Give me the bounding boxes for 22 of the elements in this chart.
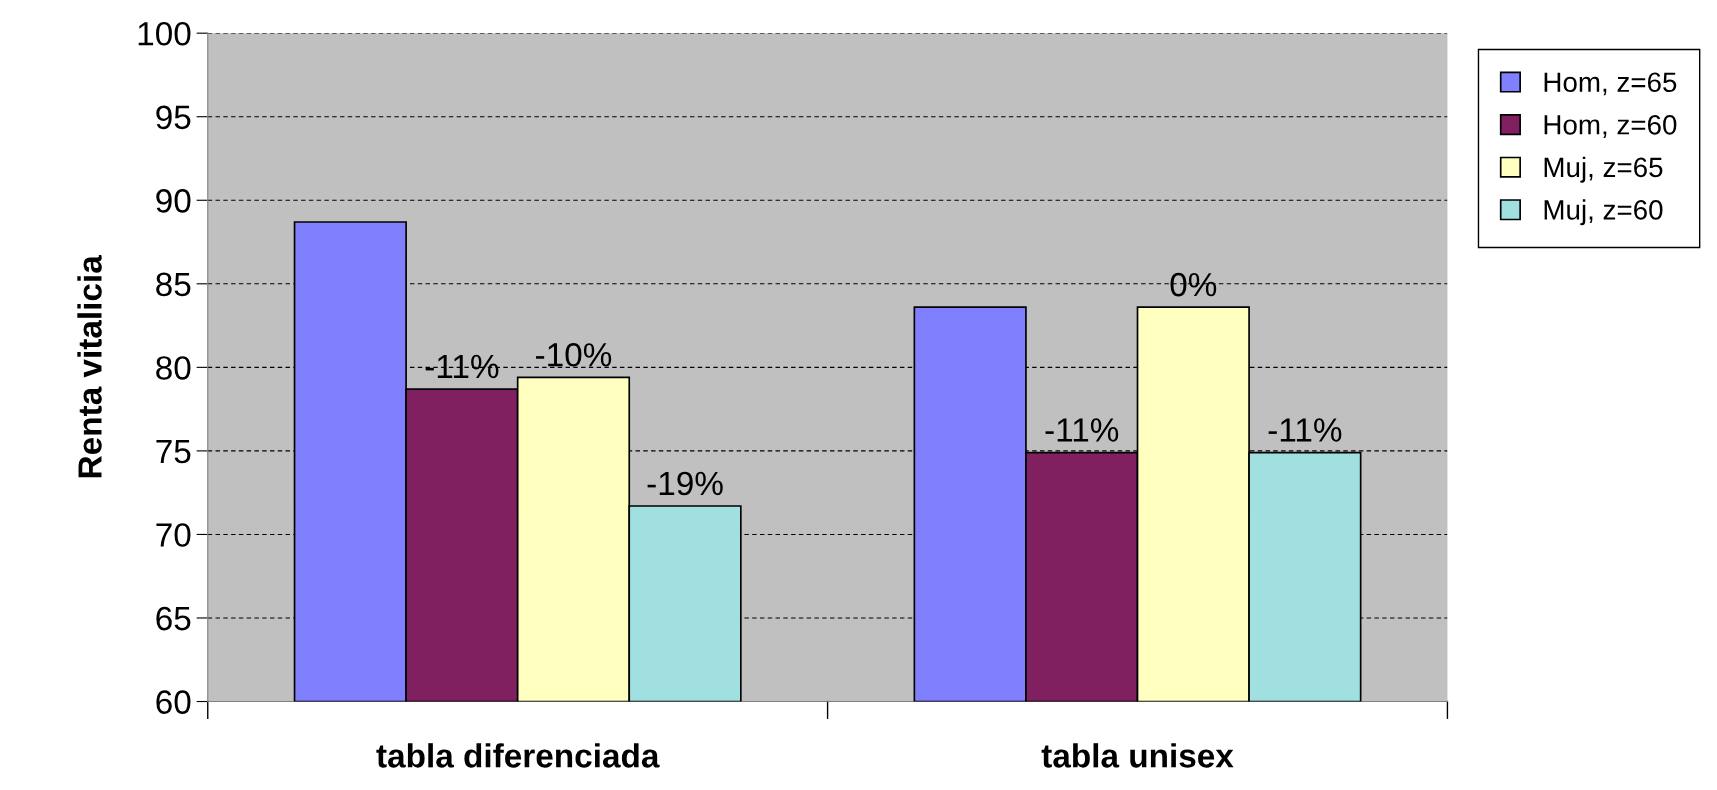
y-tick-label: 95 [156,105,191,130]
legend-label: Muj, z=65 [1544,156,1663,183]
y-tick-label: 80 [156,356,191,380]
annotation: -11% [425,354,499,379]
y-tick-label: 60 [156,690,191,714]
legend-label: Muj, z=60 [1544,199,1663,226]
annotation: -10% [536,343,612,367]
annotation: -11% [1045,418,1119,442]
annotation: 0% [1170,272,1217,297]
legend-label: Hom, z=60 [1544,114,1677,138]
y-axis-title: Renta vitalicia [77,255,102,478]
annotation: -19% [647,471,723,496]
y-tick-label: 70 [156,523,191,547]
y-tick-label: 75 [156,440,191,464]
y-tick-label: 100 [138,21,191,46]
annotation: -11% [1268,418,1342,442]
y-tick-label: 65 [156,606,191,631]
x-tick-label: tabla diferenciada [376,743,660,768]
x-tick-label: tabla unisex [1041,743,1234,768]
y-tick-label: 85 [156,272,191,297]
legend-label: Hom, z=65 [1544,72,1677,96]
y-tick-label: 90 [156,189,191,213]
